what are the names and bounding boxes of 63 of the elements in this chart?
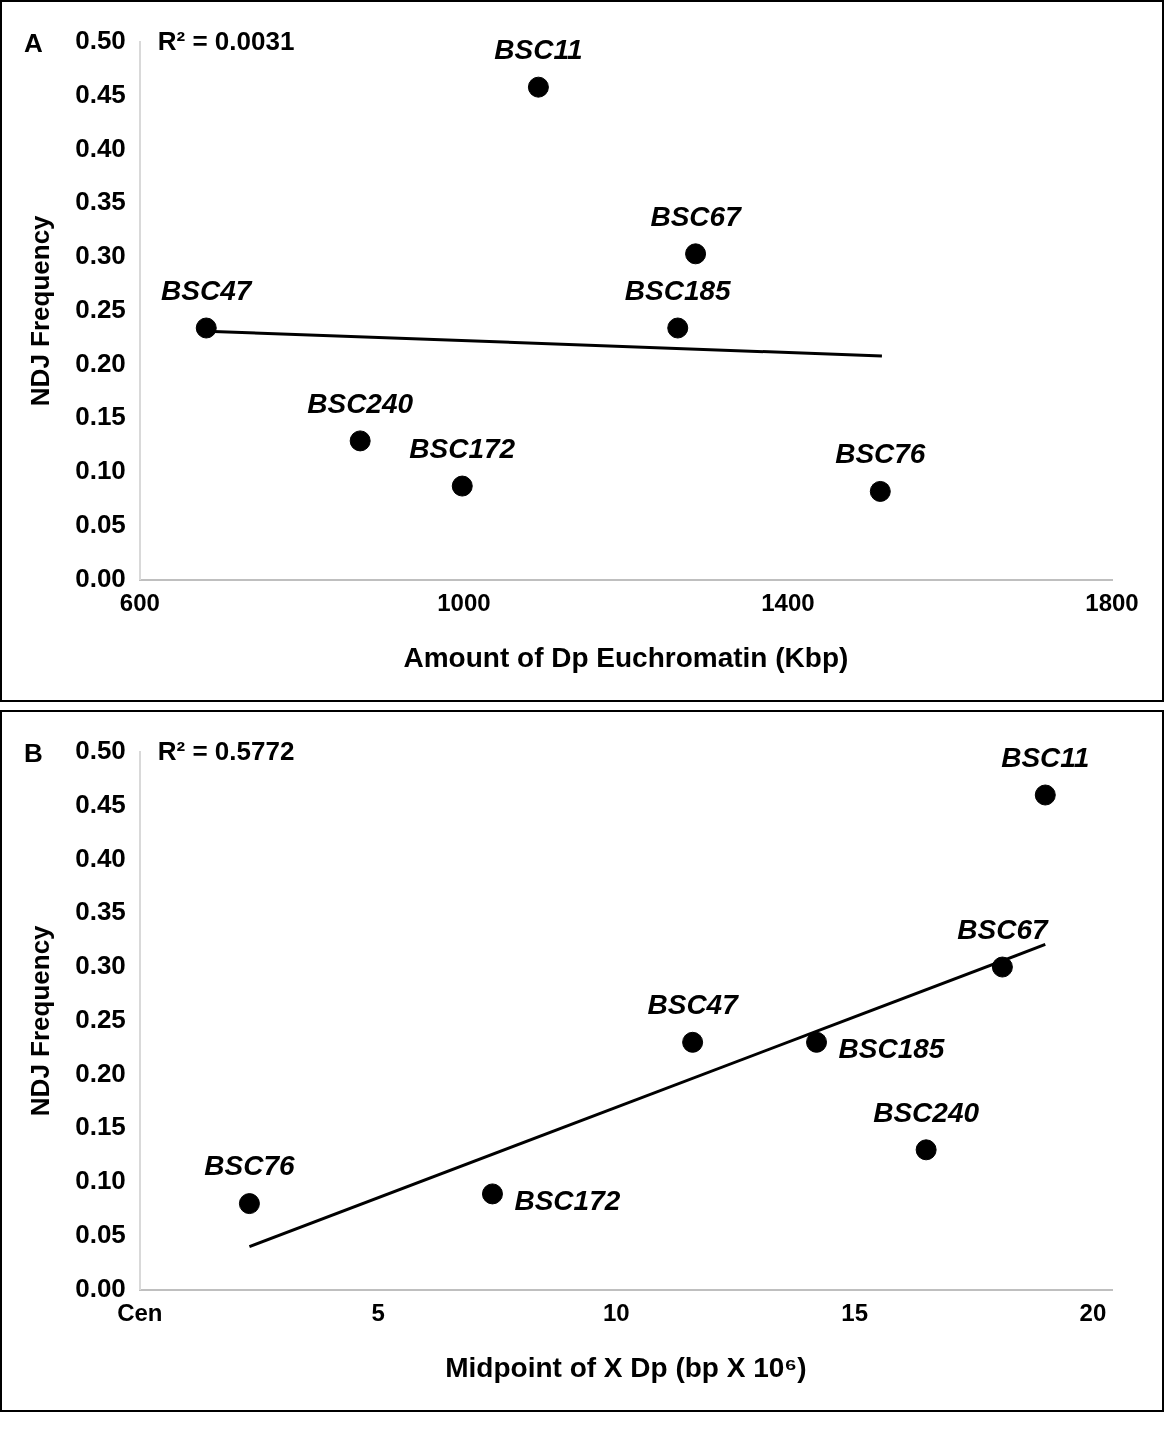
y-tick-label: 0.40 (75, 842, 126, 873)
y-tick-label: 0.05 (75, 509, 126, 540)
y-tick-label: 0.10 (75, 455, 126, 486)
point (991, 956, 1013, 978)
annotation: BSC172 (409, 432, 516, 464)
point (238, 1193, 260, 1215)
y-tick-label: 0.10 (75, 1165, 126, 1196)
point (806, 1031, 828, 1053)
x-tick-label: 20 (1079, 1298, 1107, 1326)
x-tick-label: 5 (371, 1298, 385, 1326)
y-tick-label: 0.45 (75, 78, 126, 109)
annotation: BSC172 (514, 1184, 621, 1216)
point (915, 1139, 937, 1161)
point (349, 430, 371, 452)
text: A (24, 28, 43, 59)
annotation: BSC67 (957, 913, 1049, 945)
y-tick-label: 0.50 (75, 735, 126, 766)
point (195, 317, 217, 339)
y-tick-label: 0.35 (75, 896, 126, 927)
y-tick-label: 0.15 (75, 1111, 126, 1142)
y-tick-label: 0.25 (75, 293, 126, 324)
annotation: BSC185 (624, 274, 732, 306)
x-tick-label: 1400 (761, 588, 815, 616)
point (869, 480, 891, 502)
y-tick-label: 0.30 (75, 950, 126, 981)
x-tick-label: 1000 (437, 588, 491, 616)
y-tick-label: 0.15 (75, 401, 126, 432)
annotation: BSC11 (494, 33, 583, 65)
point (1034, 784, 1056, 806)
annotation: BSC76 (204, 1150, 295, 1182)
annotation: BSC47 (647, 989, 740, 1021)
y-tick-label: 0.05 (75, 1219, 126, 1250)
annotation: BSC47 (161, 274, 253, 306)
x-tick-label: 1800 (1085, 588, 1139, 616)
x-tick-label: 10 (603, 1298, 630, 1326)
y-tick-label: 0.45 (75, 788, 126, 819)
x-tick-label: 15 (841, 1298, 869, 1326)
annotation: BSC240 (307, 387, 414, 419)
annotation: BSC185 (838, 1033, 945, 1065)
annotation: BSC76 (835, 438, 926, 470)
point (527, 76, 549, 98)
x-axis-title: Amount of Dp Euchromatin (Kbp) (403, 641, 849, 673)
y-tick-label: 0.20 (75, 347, 126, 378)
x-axis-title: Midpoint of X Dp (bp X 10⁶) (445, 1351, 807, 1383)
point (451, 475, 473, 497)
y-axis-title: NDJ Frequency (24, 924, 55, 1117)
y-tick-label: 0.35 (75, 186, 126, 217)
y-axis-title: NDJ Frequency (24, 214, 55, 407)
point (667, 317, 689, 339)
annotation: R² = 0.5772 (157, 736, 295, 767)
annotation: BSC11 (1001, 741, 1090, 773)
y-tick-label: 0.25 (75, 1003, 126, 1034)
y-tick-label: 0.40 (75, 132, 126, 163)
annotation: R² = 0.0031 (157, 26, 295, 57)
y-tick-label: 0.20 (75, 1057, 126, 1088)
text: B (24, 738, 43, 769)
annotation: BSC67 (650, 200, 743, 232)
y-tick-label: 0.30 (75, 240, 126, 271)
y-tick-label: 0.50 (75, 25, 126, 56)
point (682, 1031, 704, 1053)
point (685, 243, 707, 265)
annotation: BSC240 (873, 1096, 980, 1128)
point (481, 1183, 503, 1205)
